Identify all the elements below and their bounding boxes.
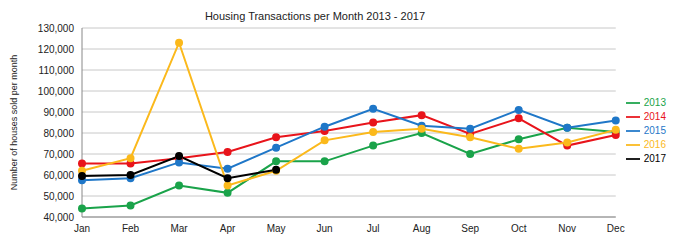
svg-text:Apr: Apr [220,223,236,234]
svg-text:Mar: Mar [170,223,188,234]
svg-text:Jun: Jun [317,223,333,234]
svg-text:Aug: Aug [413,223,431,234]
svg-text:Number of houses sold per mont: Number of houses sold per month [9,55,19,191]
svg-text:50,000: 50,000 [43,191,74,202]
html-text:2015: 2015 [643,124,666,136]
html-text:2014: 2014 [643,110,666,122]
html-text:2017: 2017 [643,152,666,164]
svg-text:Oct: Oct [511,223,527,234]
svg-text:Jul: Jul [367,223,380,234]
svg-text:Feb: Feb [122,223,140,234]
svg-text:May: May [267,223,286,234]
html-text:2013: 2013 [643,96,666,108]
html-text:Housing Transactions per Month: Housing Transactions per Month 2013 - 20… [204,10,426,22]
svg-text:Sep: Sep [461,223,479,234]
svg-text:40,000: 40,000 [43,212,74,223]
svg-text:110,000: 110,000 [39,65,75,76]
svg-text:70,000: 70,000 [43,149,74,160]
svg-text:80,000: 80,000 [43,128,74,139]
svg-text:60,000: 60,000 [43,170,74,181]
svg-text:130,000: 130,000 [38,24,75,34]
svg-text:Nov: Nov [558,223,576,234]
svg-text:Dec: Dec [607,223,625,234]
html-text:2016: 2016 [643,138,666,150]
svg-text:100,000: 100,000 [38,86,75,97]
svg-text:Jan: Jan [74,223,90,234]
svg-text:90,000: 90,000 [43,107,74,118]
svg-text:120,000: 120,000 [38,44,75,55]
